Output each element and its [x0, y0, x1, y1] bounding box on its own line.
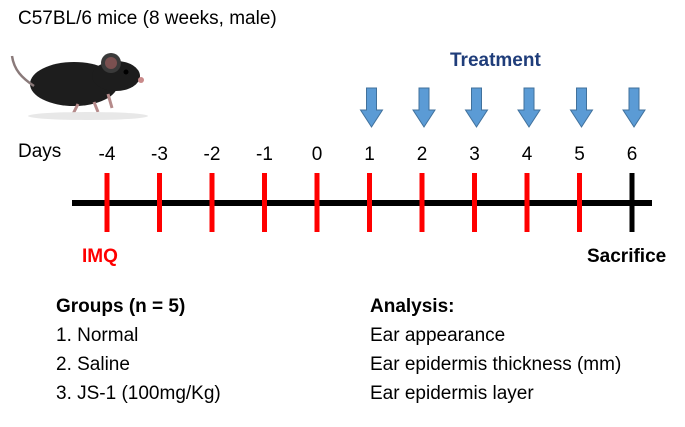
day-label: 0 — [312, 144, 323, 165]
treatment-arrow-icon — [517, 87, 541, 128]
day-label: 2 — [417, 144, 428, 165]
sacrifice-label: Sacrifice — [587, 246, 667, 267]
groups-list: Groups (n = 5) 1. Normal 2. Saline 3. JS… — [56, 292, 221, 408]
imq-label: IMQ — [82, 246, 118, 267]
treatment-arrow-icon — [412, 87, 436, 128]
mouse-image — [10, 53, 148, 120]
group-item: 3. JS-1 (100mg/Kg) — [56, 383, 221, 404]
day-label: -2 — [204, 144, 221, 165]
treatment-arrow-icon — [359, 87, 384, 128]
day-label: 6 — [627, 144, 638, 165]
analysis-heading: Analysis: — [370, 296, 455, 317]
diagram-title: C57BL/6 mice (8 weeks, male) — [18, 8, 277, 29]
day-label: 3 — [469, 144, 480, 165]
analysis-item: Ear epidermis thickness (mm) — [370, 354, 622, 375]
day-label: -1 — [256, 144, 273, 165]
day-label: -3 — [151, 144, 168, 165]
day-label: 5 — [574, 144, 585, 165]
day-label: 4 — [522, 144, 533, 165]
groups-heading: Groups (n = 5) — [56, 296, 186, 317]
analysis-item: Ear epidermis layer — [370, 383, 534, 404]
treatment-label: Treatment — [450, 50, 541, 71]
days-label: Days — [18, 141, 62, 162]
treatment-arrow-icon — [464, 87, 489, 128]
analysis-item: Ear appearance — [370, 325, 506, 346]
analysis-list: Analysis: Ear appearance Ear epidermis t… — [370, 292, 621, 408]
day-label: 1 — [364, 144, 375, 165]
group-item: 1. Normal — [56, 325, 139, 346]
day-label: -4 — [99, 144, 116, 165]
treatment-arrow-icon — [622, 87, 646, 128]
group-item: 2. Saline — [56, 354, 130, 375]
treatment-arrow-icon — [569, 87, 594, 128]
